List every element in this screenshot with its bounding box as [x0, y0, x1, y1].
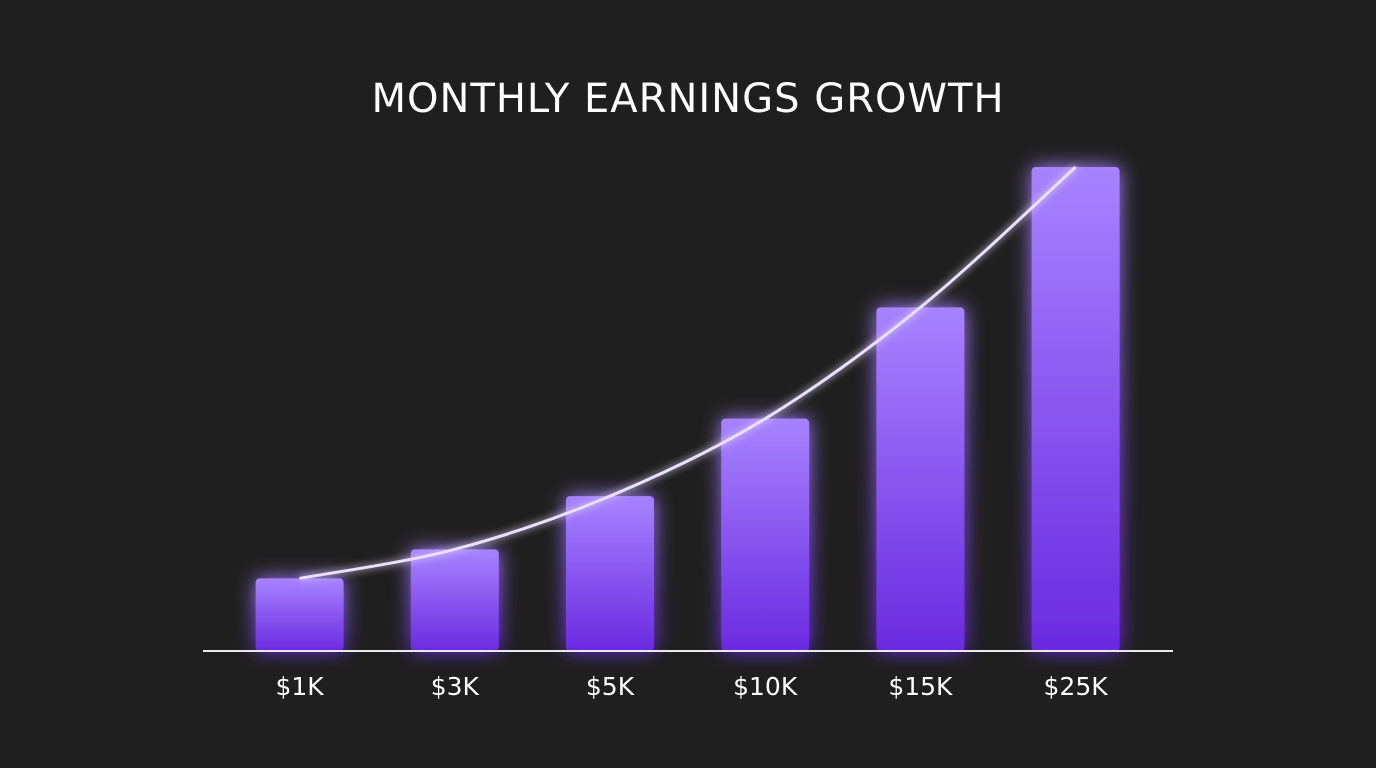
- labels: $1K $3K $5K $10K $15K $25K: [275, 672, 1108, 701]
- bars: [255, 167, 1120, 651]
- x-tick-label: $3K: [431, 672, 480, 701]
- bar: [876, 307, 965, 651]
- x-tick-label: $25K: [1044, 672, 1109, 701]
- x-tick-label: $10K: [733, 672, 798, 701]
- x-tick-label: $5K: [586, 672, 635, 701]
- bar: [255, 578, 344, 651]
- x-tick-label: $15K: [888, 672, 953, 701]
- trend-line: [299, 165, 1077, 580]
- bar: [721, 418, 810, 651]
- chart-title: MONTHLY EARNINGS GROWTH: [371, 76, 1004, 122]
- bar: [566, 496, 654, 651]
- bar: [1031, 167, 1120, 651]
- x-tick-label: $1K: [275, 672, 324, 701]
- bar: [410, 549, 499, 651]
